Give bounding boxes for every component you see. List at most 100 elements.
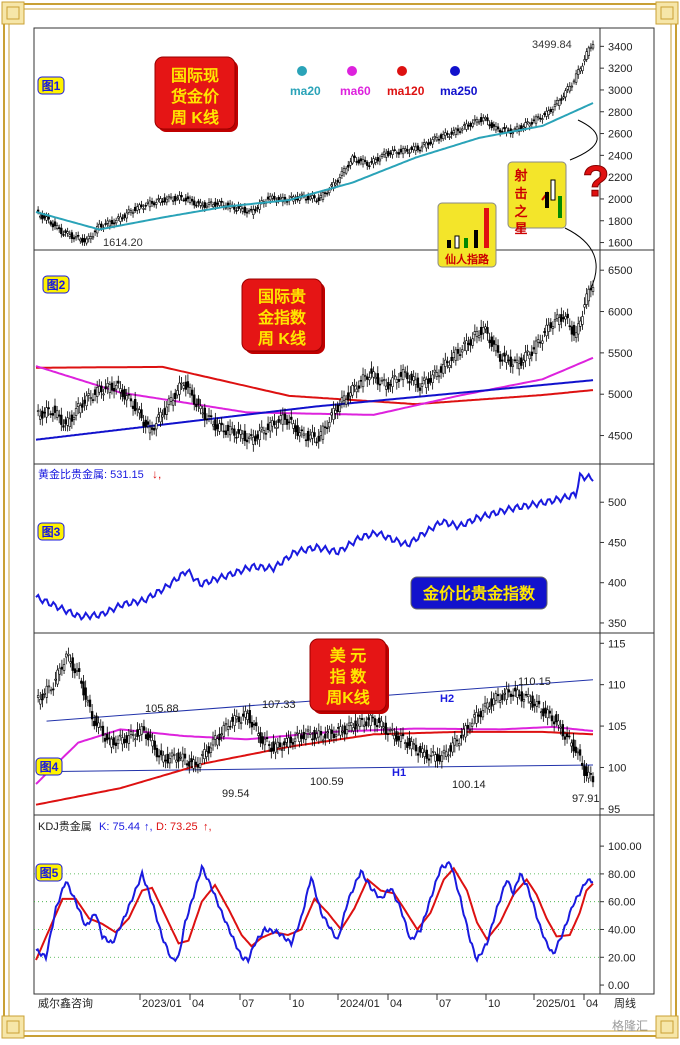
candle-body	[43, 693, 46, 695]
candle-body	[477, 335, 481, 339]
title-metal-line-3: 周 K线	[258, 329, 306, 348]
candle-body	[39, 215, 42, 218]
candle-body	[274, 743, 277, 753]
candle-body	[591, 287, 595, 292]
candle-body	[72, 237, 76, 240]
candle-body	[448, 365, 451, 368]
candle-body	[363, 160, 367, 162]
candle-body	[129, 398, 133, 402]
y-tick-label: 350	[608, 618, 626, 630]
candle-body	[389, 384, 392, 386]
candle-body	[226, 424, 230, 432]
candle-body	[482, 117, 485, 122]
candle-body	[290, 416, 293, 420]
candle-body	[197, 200, 200, 204]
candle-body	[98, 223, 101, 230]
candle-body	[564, 316, 567, 320]
candle-body	[524, 122, 527, 128]
candle-body	[313, 729, 316, 740]
candle-body	[343, 725, 346, 735]
candle-body	[69, 661, 72, 664]
candle-body	[501, 131, 504, 133]
candle-body	[528, 123, 531, 127]
candle-body	[151, 740, 154, 747]
candle-body	[292, 423, 295, 429]
candle-body	[195, 404, 198, 408]
candle-body	[535, 701, 539, 707]
candle-body	[104, 386, 107, 390]
candle-body	[273, 420, 276, 426]
title-metal-line-1: 国际贵	[258, 287, 306, 306]
candle-body	[541, 340, 544, 344]
candle-body	[389, 152, 392, 155]
ma20-line	[35, 102, 594, 231]
candle-body	[51, 223, 55, 228]
candle-body	[93, 720, 96, 727]
candle-body	[444, 359, 447, 367]
candle-body	[290, 195, 293, 198]
candle-body	[276, 741, 279, 748]
candle-body	[391, 150, 394, 155]
candle-body	[152, 427, 156, 431]
candle-body	[101, 725, 105, 736]
candle-body	[479, 711, 482, 718]
candle-body	[67, 653, 70, 656]
candle-body	[155, 747, 159, 758]
candle-body	[214, 419, 217, 431]
y-tick-label: 2000	[608, 194, 632, 206]
candle-body	[93, 230, 97, 233]
candle-body	[133, 206, 137, 212]
candle-body	[368, 377, 371, 381]
candle-body	[167, 398, 171, 406]
candle-body	[553, 103, 557, 107]
candle-body	[406, 742, 409, 748]
y-tick-label: 40.00	[608, 924, 636, 936]
ma20-dot	[297, 66, 307, 76]
candle-body	[448, 136, 451, 138]
candle-body	[353, 155, 356, 159]
x-tick-label: 04	[192, 998, 204, 1010]
candle-body	[235, 716, 238, 720]
candle-body	[47, 685, 51, 688]
low-label: 1614.20	[103, 237, 143, 249]
candle-body	[470, 722, 474, 727]
candle-body	[121, 389, 124, 397]
candle-body	[218, 201, 221, 206]
candle-body	[375, 725, 379, 728]
candle-body	[432, 751, 435, 753]
candle-body	[501, 359, 504, 362]
candle-body	[245, 439, 249, 443]
candle-body	[157, 414, 160, 418]
candle-body	[123, 214, 126, 218]
candle-body	[304, 198, 308, 201]
candle-body	[165, 198, 169, 203]
candle-body	[336, 180, 339, 183]
candle-body	[418, 387, 422, 391]
candle-body	[117, 380, 120, 384]
candle-body	[89, 397, 93, 399]
candle-body	[75, 669, 79, 672]
candle-body	[127, 393, 131, 396]
candle-body	[486, 117, 489, 122]
candle-body	[264, 432, 268, 435]
candle-body	[332, 408, 335, 420]
candle-body	[123, 738, 126, 744]
candle-body	[440, 755, 444, 763]
candle-body	[587, 771, 590, 779]
point-107-33: 107.33	[262, 699, 296, 711]
candle-body	[511, 364, 515, 367]
candle-body	[319, 195, 323, 198]
candle-body	[308, 732, 312, 735]
candle-body	[133, 399, 137, 412]
candle-body	[344, 399, 348, 405]
y-tick-label: 500	[608, 497, 626, 509]
candle-body	[408, 152, 411, 154]
candle-body	[152, 202, 156, 206]
candle-body	[436, 753, 439, 762]
point-99-54: 99.54	[222, 788, 250, 800]
candle-body	[350, 722, 353, 726]
candle-body	[399, 735, 403, 742]
candle-body	[237, 429, 240, 434]
candle-body	[136, 206, 139, 211]
candle-body	[546, 709, 549, 719]
